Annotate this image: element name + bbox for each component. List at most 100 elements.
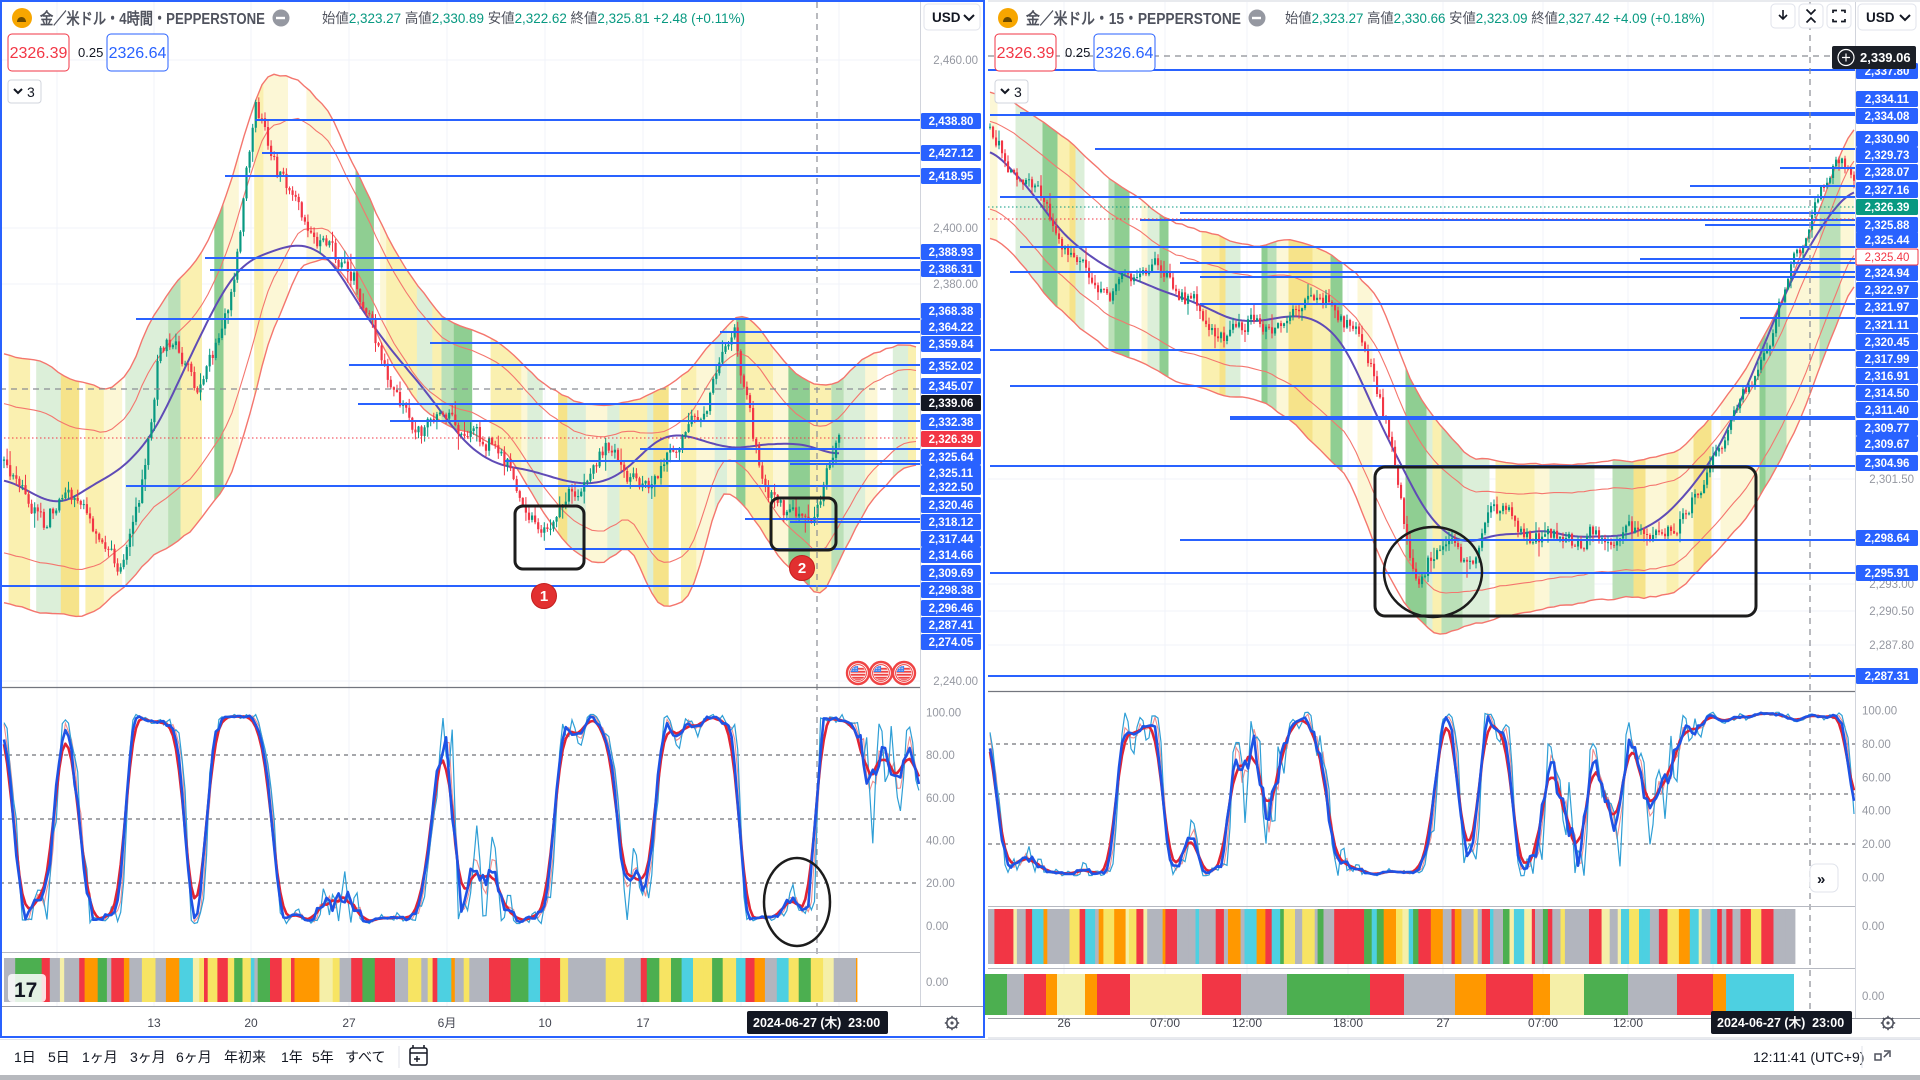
svg-text:26: 26: [1057, 1016, 1071, 1030]
svg-text:USD: USD: [1866, 10, 1895, 25]
svg-text:2,298.38: 2,298.38: [929, 585, 974, 597]
svg-text:2,287.41: 2,287.41: [929, 620, 974, 632]
svg-text:27: 27: [342, 1016, 356, 1030]
svg-text:2,322.97: 2,322.97: [1865, 285, 1910, 297]
svg-text:2,309.67: 2,309.67: [1865, 439, 1910, 451]
svg-text:80.00: 80.00: [926, 750, 955, 762]
svg-text:始値2,323.27 高値2,330.66 安値2,323.: 始値2,323.27 高値2,330.66 安値2,323.09 終値2,327…: [1285, 10, 1705, 26]
svg-text:100.00: 100.00: [926, 708, 961, 720]
svg-text:始値2,323.27 高値2,330.89 安値2,322.: 始値2,323.27 高値2,330.89 安値2,322.62 終値2,325…: [322, 10, 745, 26]
svg-text:2,293.00: 2,293.00: [1869, 579, 1914, 591]
svg-text:2,386.31: 2,386.31: [929, 264, 974, 276]
svg-text:2,339.06: 2,339.06: [929, 398, 974, 410]
svg-text:2,321.11: 2,321.11: [1865, 320, 1910, 332]
svg-text:2,325.88: 2,325.88: [1865, 220, 1910, 232]
svg-text:80.00: 80.00: [1862, 739, 1891, 751]
svg-text:2,380.00: 2,380.00: [933, 279, 978, 291]
svg-text:0.00: 0.00: [926, 977, 948, 989]
svg-text:1: 1: [540, 588, 548, 605]
svg-text:6ヶ月: 6ヶ月: [176, 1049, 212, 1065]
svg-text:10: 10: [538, 1016, 552, 1030]
svg-text:2,240.00: 2,240.00: [933, 676, 978, 688]
svg-text:2,290.50: 2,290.50: [1869, 606, 1914, 618]
svg-text:USD: USD: [932, 10, 961, 25]
svg-text:2,318.12: 2,318.12: [929, 517, 974, 529]
svg-text:5年: 5年: [312, 1049, 334, 1065]
svg-text:60.00: 60.00: [1862, 772, 1891, 784]
svg-text:1日: 1日: [14, 1049, 36, 1065]
svg-text:2,325.64: 2,325.64: [929, 452, 974, 464]
svg-text:2,309.77: 2,309.77: [1865, 423, 1910, 435]
svg-text:2,296.46: 2,296.46: [929, 603, 974, 615]
svg-text:17: 17: [636, 1016, 650, 1030]
svg-text:12:00: 12:00: [1232, 1016, 1262, 1030]
svg-text:5日: 5日: [48, 1049, 70, 1065]
svg-text:2,320.45: 2,320.45: [1865, 337, 1910, 349]
svg-text:2,314.66: 2,314.66: [929, 550, 974, 562]
svg-text:3: 3: [1014, 84, 1022, 100]
svg-text:07:00: 07:00: [1528, 1016, 1558, 1030]
svg-text:2326.39: 2326.39: [10, 45, 68, 62]
svg-text:12:00: 12:00: [1613, 1016, 1643, 1030]
svg-text:18:00: 18:00: [1333, 1016, 1363, 1030]
svg-text:すべて: すべて: [345, 1049, 385, 1065]
svg-text:2,352.02: 2,352.02: [929, 361, 974, 373]
svg-text:0.00: 0.00: [1862, 921, 1884, 933]
svg-text:2,321.97: 2,321.97: [1865, 302, 1910, 314]
svg-text:0.00: 0.00: [926, 921, 948, 933]
svg-text:2326.39: 2326.39: [997, 45, 1055, 62]
svg-text:2,327.16: 2,327.16: [1865, 185, 1910, 197]
svg-text:3: 3: [27, 84, 35, 100]
svg-text:07:00: 07:00: [1150, 1016, 1180, 1030]
svg-text:金／米ドル・4時間・PEPPERSTONE: 金／米ドル・4時間・PEPPERSTONE: [39, 9, 265, 28]
svg-text:2,460.00: 2,460.00: [933, 55, 978, 67]
svg-text:金／米ドル・15・PEPPERSTONE: 金／米ドル・15・PEPPERSTONE: [1025, 9, 1241, 28]
svg-text:2,438.80: 2,438.80: [929, 116, 974, 128]
svg-text:0.00: 0.00: [1862, 991, 1884, 1003]
svg-text:6月: 6月: [438, 1016, 457, 1030]
svg-text:2,400.00: 2,400.00: [933, 223, 978, 235]
svg-text:2,339.06: 2,339.06: [1860, 50, 1911, 65]
svg-text:20: 20: [244, 1016, 258, 1030]
svg-text:2,317.44: 2,317.44: [929, 534, 974, 546]
svg-text:17: 17: [14, 979, 37, 1002]
svg-text:40.00: 40.00: [1862, 806, 1891, 818]
svg-text:2,334.08: 2,334.08: [1865, 111, 1910, 123]
svg-text:2,332.38: 2,332.38: [929, 417, 974, 429]
svg-text:2,345.07: 2,345.07: [929, 381, 974, 393]
svg-text:2,388.93: 2,388.93: [929, 247, 974, 259]
svg-text:2,314.50: 2,314.50: [1865, 388, 1910, 400]
svg-text:20.00: 20.00: [1862, 839, 1891, 851]
svg-text:2,325.44: 2,325.44: [1865, 235, 1910, 247]
svg-text:2,320.46: 2,320.46: [929, 500, 974, 512]
svg-text:100.00: 100.00: [1862, 706, 1897, 718]
svg-text:2,311.40: 2,311.40: [1865, 405, 1909, 417]
svg-text:27: 27: [1436, 1016, 1450, 1030]
svg-text:2,368.38: 2,368.38: [929, 306, 974, 318]
svg-text:2,328.07: 2,328.07: [1865, 167, 1910, 179]
svg-text:2,326.39: 2,326.39: [929, 434, 974, 446]
svg-text:13: 13: [147, 1016, 161, 1030]
svg-text:2,287.80: 2,287.80: [1869, 640, 1914, 652]
svg-text:2,325.11: 2,325.11: [929, 468, 974, 480]
svg-text:2,309.69: 2,309.69: [929, 568, 974, 580]
svg-text:2,322.50: 2,322.50: [929, 482, 974, 494]
svg-text:2,324.94: 2,324.94: [1865, 268, 1910, 280]
svg-text:2,364.22: 2,364.22: [929, 322, 974, 334]
svg-text:2: 2: [798, 560, 806, 577]
svg-text:2,330.90: 2,330.90: [1865, 134, 1910, 146]
svg-text:年初来: 年初来: [224, 1049, 266, 1065]
svg-text:2326.64: 2326.64: [1096, 45, 1154, 62]
svg-text:2,325.40: 2,325.40: [1865, 252, 1910, 264]
svg-text:0.00: 0.00: [1862, 872, 1884, 884]
svg-text:20.00: 20.00: [926, 878, 955, 890]
svg-text:2,317.99: 2,317.99: [1865, 354, 1910, 366]
svg-text:2,334.11: 2,334.11: [1865, 94, 1910, 106]
svg-text:1年: 1年: [281, 1049, 303, 1065]
svg-text:0.25: 0.25: [1065, 45, 1090, 60]
svg-text:2,301.50: 2,301.50: [1869, 474, 1914, 486]
svg-text:2024-06-27 (木) 23:00: 2024-06-27 (木) 23:00: [753, 1015, 880, 1030]
svg-text:2,316.91: 2,316.91: [1865, 371, 1910, 383]
svg-text:2,274.05: 2,274.05: [929, 637, 974, 649]
svg-text:2,329.73: 2,329.73: [1865, 150, 1910, 162]
